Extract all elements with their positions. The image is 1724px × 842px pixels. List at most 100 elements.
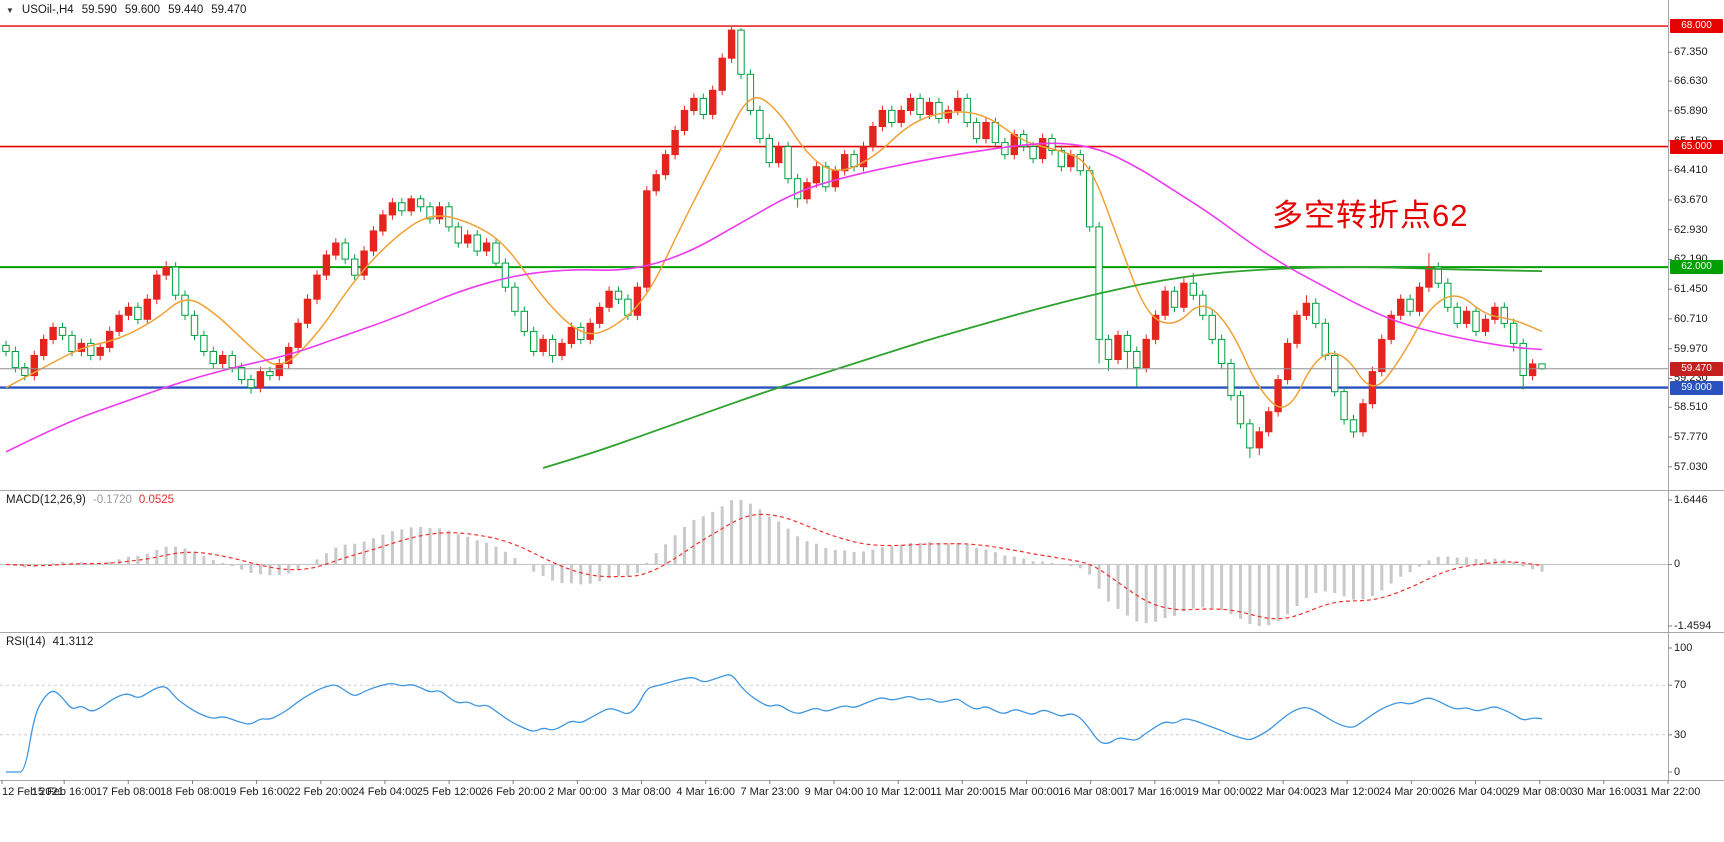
rsi-tick-label: 0 [1674,766,1681,778]
macd-header: MACD(12,26,9) -0.1720 0.0525 [6,494,174,506]
candle-body [426,206,434,220]
rsi-header: RSI(14) 41.3112 [6,636,93,648]
candle-body [869,126,877,148]
price-level-badge: 62.000 [1670,260,1723,275]
candle-body [1274,379,1282,413]
symbol-info-bar: ▼ USOil-,H4 59.590 59.600 59.440 59.470 [6,4,246,16]
candle-body [935,101,943,120]
rsi-tick-label: 70 [1674,679,1687,692]
candle-body [793,178,802,200]
time-axis-label: 17 Feb 08:00 [95,786,161,798]
macd-value: -0.1720 [92,494,132,506]
candle-body [1199,294,1207,316]
candle-body [1538,363,1546,370]
candle-body [916,97,924,116]
candle-body [1029,146,1037,160]
candle-body [680,109,689,132]
macd-signal-line [5,513,1543,620]
candle-body [351,258,359,276]
price-tick-label: 62.930 [1674,223,1708,236]
candle-body [162,266,170,276]
rsi-tick-label: 100 [1674,642,1693,654]
candle-body [596,306,604,324]
candle-body [671,130,679,156]
candle-body [1415,286,1424,312]
candle-body [1151,314,1160,340]
time-axis-label: 16 Mar 08:00 [1058,786,1124,798]
candle-body [1378,338,1386,372]
collapse-arrow-icon[interactable]: ▼ [6,5,14,15]
candle-body [1001,142,1009,156]
candle-body [190,314,199,336]
candle-body [464,234,472,244]
candle-body [605,290,613,308]
candle-body [1302,302,1311,316]
current-price-badge: 59.470 [1670,361,1723,376]
candle-body [784,146,792,180]
candle-body [888,109,896,124]
candle-body [11,351,20,369]
candle-body [1170,290,1179,308]
candle-body [1444,282,1452,308]
candle-body [332,242,340,256]
candle-body [1067,154,1075,168]
candle-body [897,109,905,124]
candle-body [473,234,481,252]
candle-body [379,214,387,232]
candle-body [690,97,698,112]
candle-body [746,73,755,112]
candle-body [954,97,962,112]
candle-body [492,242,500,264]
candle-body [775,146,783,164]
candle-body [1142,338,1150,368]
candle-body [143,298,152,320]
rsi-label: RSI(14) [6,636,46,648]
candle-body [878,109,887,128]
price-tick-label: 65.890 [1674,104,1708,117]
candle-body [58,326,67,336]
candle-body [87,342,95,356]
candle-body [972,122,981,140]
candle-body [841,154,849,172]
candle-body [727,29,736,59]
candle-body [859,146,868,168]
candle-body [558,342,566,356]
time-axis-label: 30 Mar 16:00 [1571,786,1637,798]
candle-body [652,174,660,192]
time-axis-label: 18 Feb 08:00 [160,786,225,798]
price-tick-label: 66.630 [1674,75,1708,88]
candle-body [369,230,378,252]
price-tick-label: 58.510 [1674,401,1708,414]
candle-body [567,326,576,344]
candle-body [1076,154,1084,172]
candle-body [416,198,425,208]
time-axis-label: 4 Mar 16:00 [676,786,736,798]
candle-body [435,206,444,220]
candle-body [341,242,349,260]
candle-body [219,355,227,364]
price-tick-label: 64.410 [1674,164,1708,177]
time-axis-label: 9 Mar 04:00 [804,786,864,798]
ohlc-low: 59.440 [168,4,204,16]
candle-body [171,266,180,296]
rsi-line [6,674,1543,773]
candle-body [982,122,990,140]
candle-body [2,344,10,352]
candle-body [709,89,717,115]
time-axis-label: 23 Mar 12:00 [1314,786,1380,798]
candle-body [200,334,208,352]
candle-body [1462,310,1471,324]
candle-body [1246,423,1254,449]
candle-body [1528,363,1537,377]
candle-body [633,286,642,316]
candle-body [1481,318,1490,332]
candle-body [106,330,114,348]
time-axis-label: 15 Feb 16:00 [31,786,97,798]
time-axis-label: 24 Mar 20:00 [1378,786,1444,798]
candle-body [1500,306,1508,324]
ma-slow-line [542,266,1543,469]
time-axis-label: 12 Feb 2021 [2,786,64,798]
candle-body [1340,391,1348,421]
candle-body [1359,403,1367,433]
